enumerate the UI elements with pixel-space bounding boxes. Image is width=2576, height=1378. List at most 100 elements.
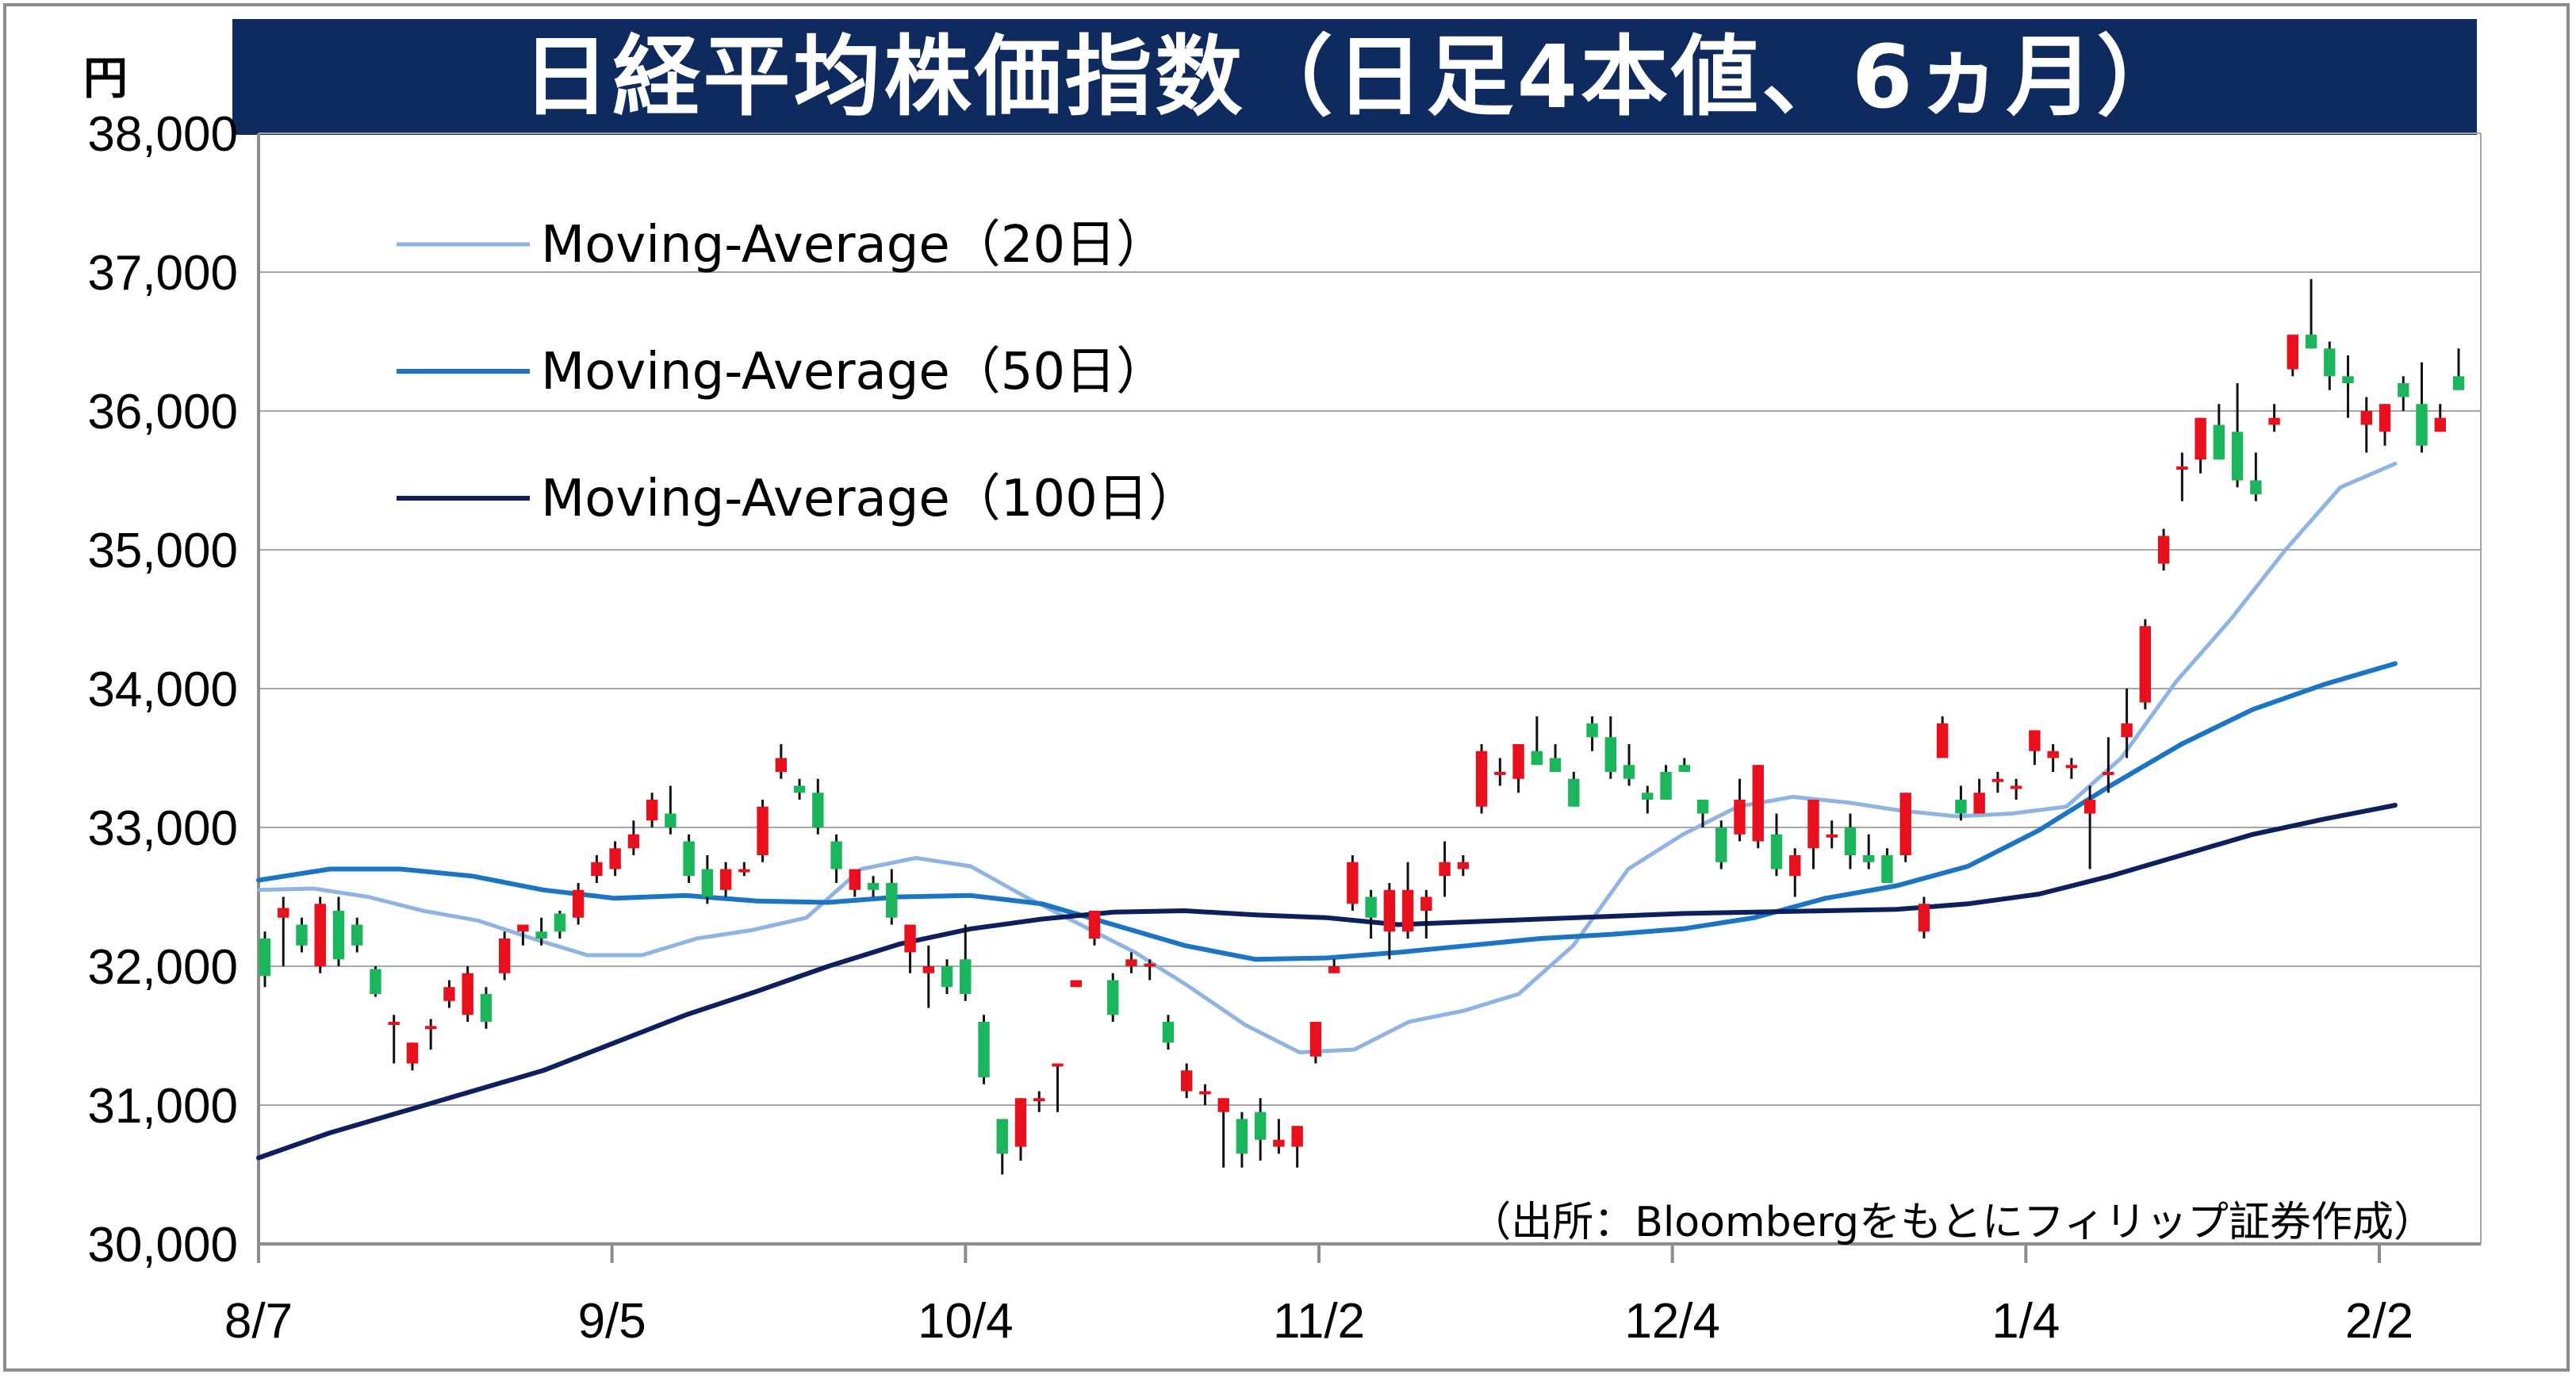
candle-body xyxy=(1088,911,1101,938)
candle xyxy=(424,1019,437,1050)
candle xyxy=(462,966,473,1022)
candle xyxy=(2065,758,2078,779)
candle-body xyxy=(1789,855,1801,877)
candle-body xyxy=(1236,1119,1248,1154)
legend-item: Moving-Average（20日） xyxy=(397,216,1167,274)
candle-body xyxy=(424,1026,437,1030)
candle xyxy=(1107,973,1119,1022)
candle-body xyxy=(1715,827,1727,862)
candle xyxy=(1936,716,1949,758)
candle-body xyxy=(1070,980,1082,988)
candle xyxy=(2103,737,2114,793)
candle-body xyxy=(867,883,880,890)
candle-body xyxy=(535,931,547,938)
ma-line-1 xyxy=(256,462,2398,1054)
candle xyxy=(1254,1098,1267,1161)
candle xyxy=(278,896,289,966)
candle-body xyxy=(480,994,493,1022)
candle-body xyxy=(1273,1139,1285,1147)
candle-body xyxy=(812,793,824,827)
candle xyxy=(1991,772,2004,793)
candle-body xyxy=(775,758,788,772)
candle xyxy=(2305,278,2317,349)
candle xyxy=(1439,841,1451,897)
candle-body xyxy=(886,883,898,918)
candle xyxy=(2360,397,2372,453)
candle xyxy=(1862,834,1875,869)
candle-body xyxy=(2452,376,2465,390)
candle-body xyxy=(904,924,916,953)
candle xyxy=(2213,404,2225,460)
candle xyxy=(1807,800,1819,869)
candle-body xyxy=(1180,1070,1193,1092)
candle-body xyxy=(1899,793,1911,855)
candle xyxy=(922,945,934,1008)
candle-body xyxy=(443,987,455,1001)
candle-body xyxy=(2195,417,2206,460)
x-tick-labels: 8/7 9/5 10/4 11/2 12/4 1/4 2/2 xyxy=(224,1294,2413,1349)
x-tick-label: 8/7 xyxy=(224,1294,293,1349)
candle-body xyxy=(1881,855,1893,883)
candle-body xyxy=(1531,750,1543,766)
candle xyxy=(646,793,658,827)
candle xyxy=(1696,800,1709,827)
candle xyxy=(1291,1126,1303,1168)
candle-body xyxy=(922,966,934,973)
candle-body xyxy=(2360,411,2372,425)
legend-label: Moving-Average（100日） xyxy=(541,470,1199,528)
candle xyxy=(1955,785,1967,821)
candle-body xyxy=(462,973,473,1015)
candle xyxy=(406,1042,419,1071)
candle-body xyxy=(2121,723,2133,738)
candle xyxy=(1844,813,1857,869)
candle-body xyxy=(1568,778,1580,807)
y-tick-label: 30,000 xyxy=(87,1218,238,1272)
candle xyxy=(738,862,750,877)
candle-body xyxy=(1807,800,1819,849)
candle-body xyxy=(1936,723,1949,758)
legend: Moving-Average（20日） Moving-Average（50日） Mo… xyxy=(397,216,1199,528)
ma-line-3 xyxy=(256,803,2398,1161)
candle-body xyxy=(1660,772,1672,800)
candle-body xyxy=(1604,737,1616,772)
y-tick-label: 31,000 xyxy=(87,1079,238,1134)
x-tick-label: 1/4 xyxy=(1991,1294,2060,1349)
candle xyxy=(1052,1063,1064,1112)
candle xyxy=(1642,785,1654,814)
candle-body xyxy=(259,938,271,977)
candle-body xyxy=(2416,404,2428,446)
y-tick-label: 34,000 xyxy=(87,662,238,717)
candle-body xyxy=(370,969,381,994)
candle-body xyxy=(2398,383,2409,397)
candle xyxy=(1678,758,1690,772)
candle xyxy=(2047,744,2059,772)
candle-body xyxy=(1696,800,1709,814)
candle xyxy=(296,917,308,953)
candle-body xyxy=(1347,862,1359,904)
candle xyxy=(996,1119,1008,1175)
candle-body xyxy=(296,924,308,946)
candle xyxy=(1475,744,1488,814)
candle-body xyxy=(1844,827,1857,855)
candle-body xyxy=(609,848,621,869)
candle xyxy=(757,800,769,862)
y-tick-label: 33,000 xyxy=(87,801,238,856)
candle xyxy=(627,820,640,855)
candle xyxy=(2379,404,2391,446)
ma-line-2 xyxy=(256,661,2398,962)
candle xyxy=(1494,758,1506,786)
candle xyxy=(1144,959,1156,981)
candle xyxy=(259,931,271,988)
candle-body xyxy=(1549,758,1562,772)
candle-body xyxy=(554,913,566,932)
candle-body xyxy=(1457,862,1470,869)
candle-body xyxy=(1586,723,1598,738)
candle xyxy=(591,855,603,883)
candle-body xyxy=(517,924,529,932)
candle xyxy=(812,778,824,835)
candle xyxy=(351,917,363,953)
candle xyxy=(1826,820,1838,849)
candle xyxy=(1623,744,1635,786)
candle xyxy=(904,924,916,973)
candle xyxy=(1549,744,1562,772)
